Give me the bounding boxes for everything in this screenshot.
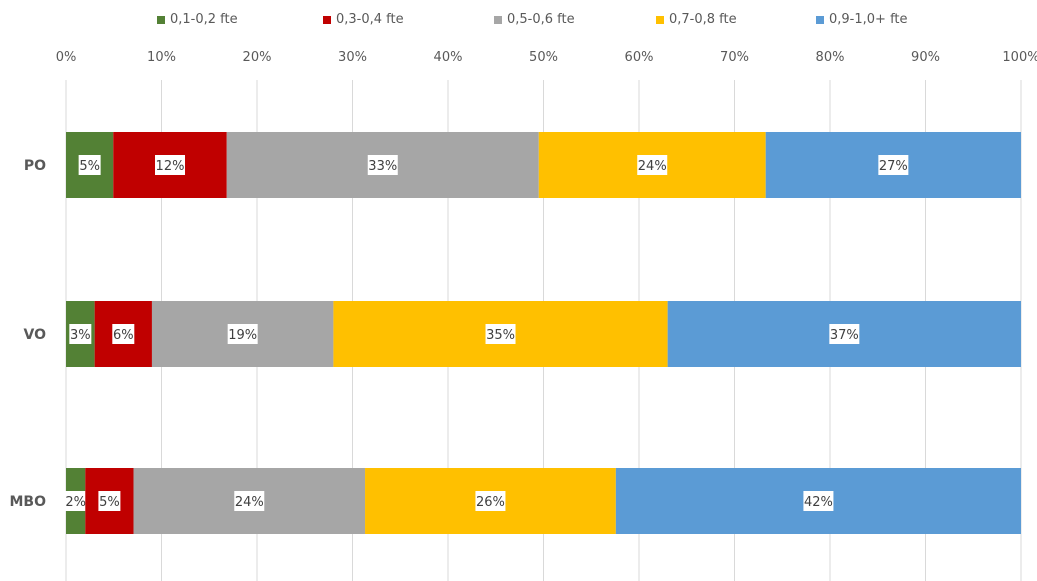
data-label: 24% [638,159,667,174]
data-label-bg [878,155,909,175]
category-label: PO [24,158,46,174]
legend-swatch [157,15,165,24]
legend-swatch [323,15,331,24]
x-tick-label: 0% [56,50,77,65]
data-label: 12% [156,159,185,174]
data-label: 35% [486,328,515,343]
data-label-bg [112,324,135,344]
data-label: 42% [804,495,833,510]
data-label-bg [98,491,121,511]
data-label: 6% [113,328,134,343]
data-label-bg [485,324,516,344]
data-label-bg [227,324,258,344]
legend-item: 0,1-0,2 fte [157,12,238,27]
x-tick-label: 80% [816,50,845,65]
x-tick-label: 70% [720,50,749,65]
data-label: 5% [99,495,120,510]
legend-label: 0,7-0,8 fte [669,12,737,27]
legend-swatch [816,15,824,24]
x-tick-label: 100% [1002,50,1037,65]
legend-label: 0,1-0,2 fte [170,12,238,27]
data-label-bg [78,155,101,175]
data-label: 27% [879,159,908,174]
data-label-bg [803,491,834,511]
data-label: 19% [228,328,257,343]
legend-swatch [656,15,664,24]
data-label: 37% [830,328,859,343]
data-label-bg [475,491,506,511]
data-label: 33% [368,159,397,174]
x-tick-label: 20% [243,50,272,65]
legend-label: 0,5-0,6 fte [507,12,575,27]
chart-legend: 0,1-0,2 fte 0,3-0,4 fte 0,5-0,6 fte 0,7-0,8… [0,12,1037,34]
category-label: MBO [9,494,46,510]
x-tick-label: 60% [625,50,654,65]
data-label-bg [829,324,860,344]
legend-item: 0,7-0,8 fte [656,12,737,27]
data-label: 3% [70,328,91,343]
x-tick-label: 30% [338,50,367,65]
legend-label: 0,9-1,0+ fte [829,12,908,27]
data-label-bg [367,155,398,175]
x-tick-label: 90% [911,50,940,65]
data-label: 5% [79,159,100,174]
x-tick-label: 50% [529,50,558,65]
legend-item: 0,5-0,6 fte [494,12,575,27]
data-label-bg [637,155,668,175]
data-label-bg [69,324,92,344]
x-tick-label: 10% [147,50,176,65]
legend-swatch [494,15,502,24]
data-label-bg [234,491,265,511]
legend-label: 0,3-0,4 fte [336,12,404,27]
data-label-bg [64,491,87,511]
legend-item: 0,3-0,4 fte [323,12,404,27]
legend-item: 0,9-1,0+ fte [816,12,908,27]
data-label-bg [155,155,186,175]
data-label: 24% [235,495,264,510]
category-label: VO [24,327,47,343]
data-label: 2% [65,495,86,510]
x-tick-label: 40% [434,50,463,65]
data-label: 26% [476,495,505,510]
